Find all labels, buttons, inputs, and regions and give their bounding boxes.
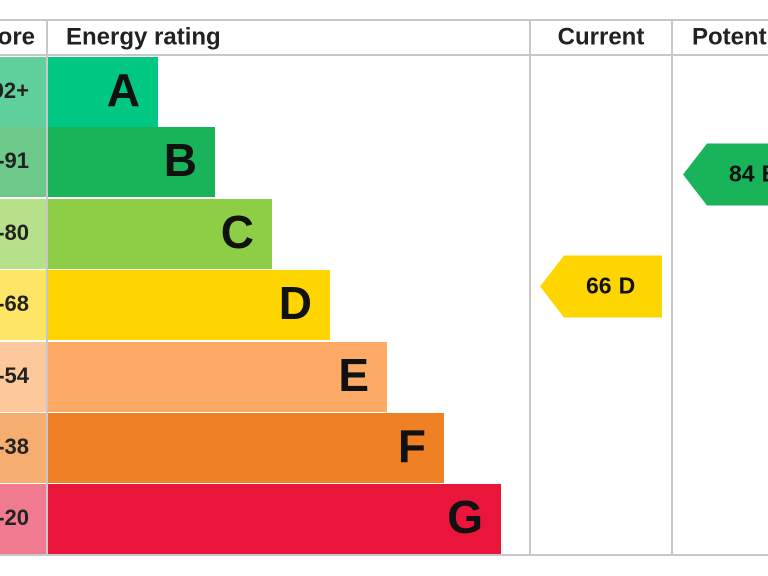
band-bar	[48, 57, 158, 127]
header-potential: Potential	[692, 23, 768, 50]
band-bar	[48, 199, 272, 269]
band-letter: E	[338, 349, 369, 401]
band-letter: A	[107, 64, 140, 116]
band-bar	[48, 342, 387, 412]
score-range: 1-20	[0, 505, 29, 530]
score-range: 92+	[0, 78, 29, 103]
band-letter: D	[279, 277, 312, 329]
score-cell	[0, 484, 47, 554]
band-letter: F	[398, 420, 426, 472]
header-rating: Energy rating	[66, 23, 221, 50]
score-range: 81-91	[0, 148, 29, 173]
score-range: 55-68	[0, 291, 29, 316]
score-range: 39-54	[0, 363, 30, 388]
header-current: Current	[558, 23, 645, 50]
band-bar	[48, 270, 330, 340]
band-bar	[48, 127, 215, 197]
score-cell	[0, 413, 47, 483]
band-letter: C	[221, 206, 254, 258]
score-range: 69-80	[0, 220, 29, 245]
score-cell	[0, 57, 47, 127]
band-letter: B	[164, 134, 197, 186]
score-range: 21-38	[0, 434, 29, 459]
potential-band: B	[762, 161, 768, 187]
potential-score: 84	[729, 161, 755, 187]
potential-arrow	[683, 143, 768, 206]
band-letter: G	[447, 491, 483, 543]
score-cell	[0, 127, 47, 197]
current-score: 66	[586, 273, 612, 299]
current-arrow	[540, 255, 662, 318]
score-cell	[0, 342, 47, 412]
band-bar	[48, 413, 444, 483]
potential-rating: 84 B	[729, 161, 768, 187]
current-band: D	[619, 273, 636, 299]
score-cell	[0, 199, 47, 269]
band-bar	[48, 484, 501, 554]
current-rating: 66 D	[586, 273, 635, 299]
score-cell	[0, 270, 47, 340]
header-score: Score	[0, 23, 35, 50]
